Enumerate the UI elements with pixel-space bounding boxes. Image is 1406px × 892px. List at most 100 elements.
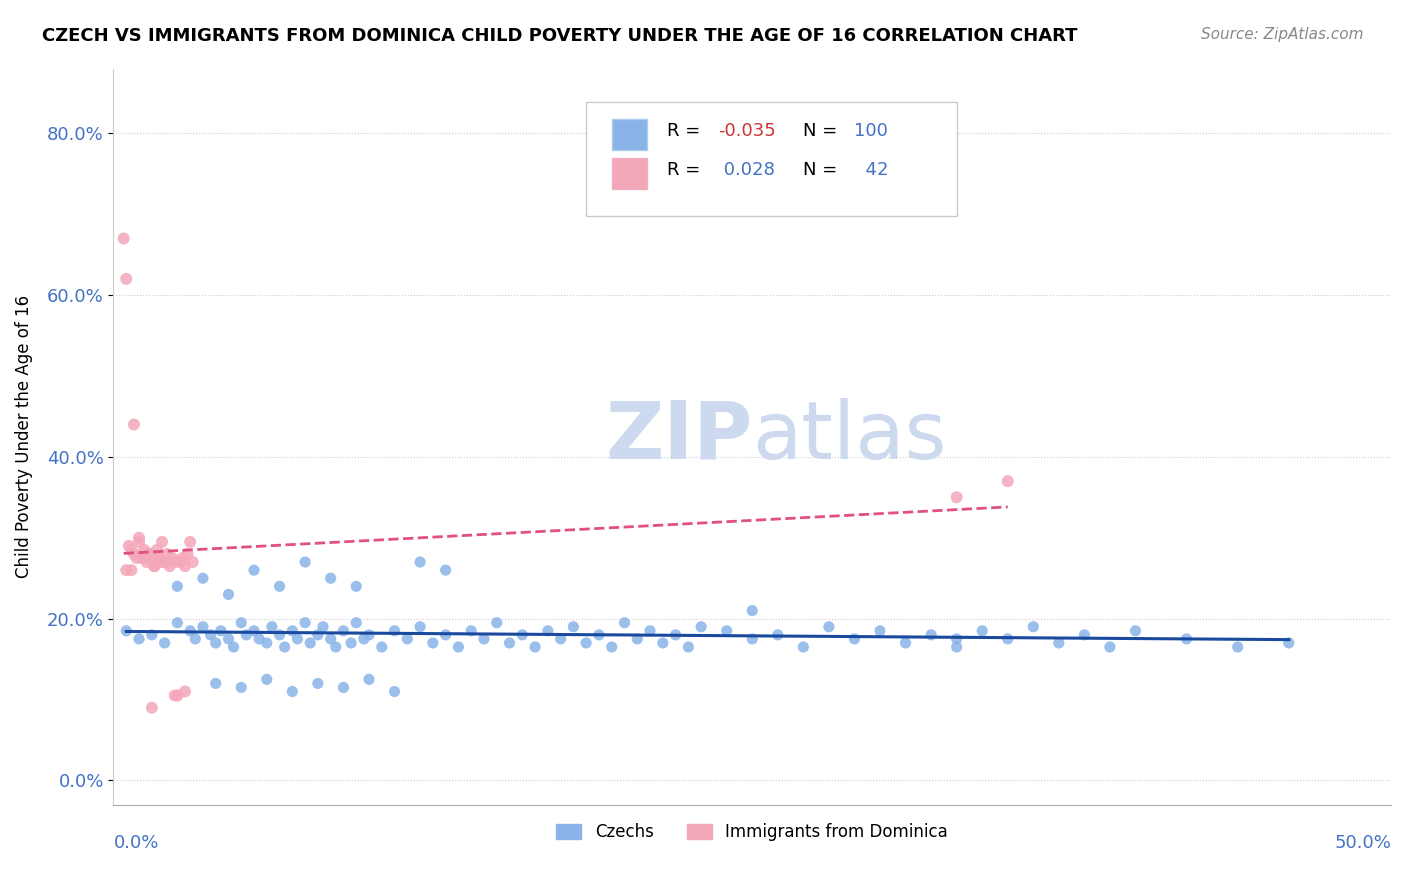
Point [153,636,176,650]
Point [396,632,419,646]
Text: Source: ZipAtlas.com: Source: ZipAtlas.com [1201,27,1364,42]
Point [162,551,184,566]
Point [115,272,138,286]
Point [1098,640,1121,654]
Point [818,620,841,634]
Text: N =: N = [803,122,844,140]
Point [575,636,598,650]
Point [281,624,304,638]
Point [920,628,942,642]
Point [153,555,176,569]
Text: ZIP: ZIP [605,398,752,475]
Point [626,632,648,646]
Point [191,571,214,585]
Point [260,620,283,634]
Point [460,624,482,638]
Point [166,579,188,593]
Point [307,676,329,690]
FancyBboxPatch shape [586,102,956,216]
Point [115,563,138,577]
Point [869,624,891,638]
Point [332,624,354,638]
Point [294,555,316,569]
Point [1022,620,1045,634]
Point [1073,628,1095,642]
Point [191,620,214,634]
Text: R =: R = [666,122,706,140]
Point [319,632,342,646]
Point [997,632,1019,646]
Point [844,632,866,646]
Point [217,587,239,601]
Point [600,640,623,654]
Point [172,551,194,566]
Point [256,673,278,687]
Point [141,700,163,714]
Point [945,491,967,505]
Point [269,628,291,642]
Point [138,547,160,561]
FancyBboxPatch shape [612,119,648,150]
Point [231,615,253,630]
Point [166,689,188,703]
Point [148,555,170,569]
Point [128,531,150,545]
Point [141,628,163,642]
Point [122,417,145,432]
Y-axis label: Child Poverty Under the Age of 16: Child Poverty Under the Age of 16 [15,295,32,578]
Point [120,542,142,557]
FancyBboxPatch shape [612,158,648,188]
Point [112,231,135,245]
Point [299,636,322,650]
Point [638,624,661,638]
Point [200,628,222,642]
Text: 42: 42 [855,161,889,179]
Legend: Czechs, Immigrants from Dominica: Czechs, Immigrants from Dominica [550,817,955,848]
Point [125,551,148,566]
Point [150,534,173,549]
Point [357,628,380,642]
Point [588,628,610,642]
Point [143,559,166,574]
Point [135,555,157,569]
Point [138,547,160,561]
Point [498,636,520,650]
Point [340,636,363,650]
Point [447,640,470,654]
Point [174,559,197,574]
Text: R =: R = [666,161,706,179]
Point [1278,636,1301,650]
Point [371,640,394,654]
Point [409,620,432,634]
Point [665,628,688,642]
Text: N =: N = [803,161,844,179]
Point [287,632,309,646]
Point [716,624,738,638]
Point [243,563,266,577]
Point [128,632,150,646]
Point [231,681,253,695]
Point [115,624,138,638]
Point [972,624,994,638]
Point [1175,632,1198,646]
Point [131,551,153,566]
Point [118,539,141,553]
Point [143,559,166,574]
Point [247,632,270,646]
Point [1047,636,1070,650]
Point [945,632,967,646]
Point [204,636,226,650]
Point [176,547,198,561]
Point [243,624,266,638]
Point [741,604,763,618]
Point [510,628,533,642]
Point [134,542,156,557]
Point [179,624,201,638]
Point [281,684,304,698]
Point [894,636,917,650]
Point [153,555,176,569]
Point [678,640,700,654]
Point [384,684,406,698]
Point [159,559,181,574]
Point [353,632,375,646]
